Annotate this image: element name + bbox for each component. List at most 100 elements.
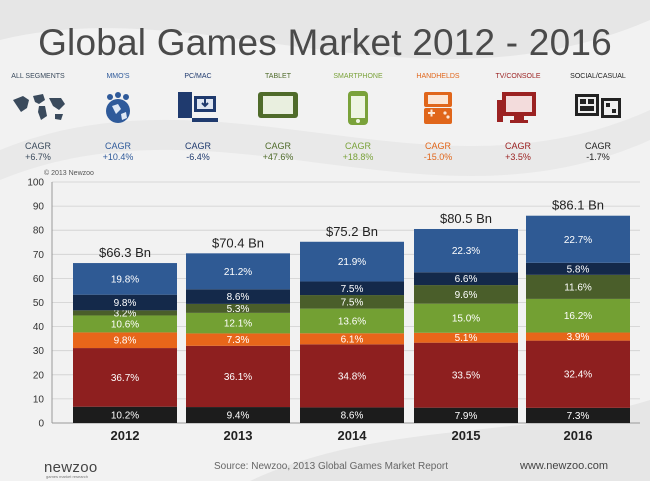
segment-cagr: CAGR -15.0% [398, 141, 478, 163]
segment-smartphone: SMARTPHONE [318, 72, 398, 131]
segment-share-label: 13.6% [338, 316, 366, 327]
segment-name: ALL SEGMENTS [11, 73, 65, 80]
segment-name: MMO'S [106, 73, 130, 80]
handheld-icon [398, 90, 478, 131]
bar-total-label: $66.3 Bn [99, 245, 151, 260]
segment-share-label: 36.1% [224, 372, 252, 383]
bar-segment [186, 289, 290, 304]
cagr-label: CAGR [584, 141, 611, 151]
segment-share-label: 7.3% [227, 335, 250, 346]
segment-tablet: TABLET [238, 72, 318, 125]
segment-share-label: 7.9% [455, 411, 478, 422]
bar-segment [186, 345, 290, 408]
segment-share-label: 5.8% [567, 264, 590, 275]
segment-share-label: 10.6% [111, 319, 139, 330]
website-link[interactable]: www.newzoo.com [520, 460, 609, 472]
source-note: Source: Newzoo, 2013 Global Games Market… [214, 461, 448, 472]
bar-total-label: $75.2 Bn [326, 224, 378, 239]
x-category-label: 2016 [564, 428, 593, 443]
cagr-label: CAGR [504, 141, 531, 151]
segment-cagr: CAGR +10.4% [78, 141, 158, 163]
segment-share-label: 21.9% [338, 257, 366, 268]
segment-name: HANDHELDS [416, 73, 460, 80]
y-tick-label: 40 [33, 322, 45, 333]
cagr-label: CAGR [184, 141, 211, 151]
cagr-value: -1.7% [586, 152, 610, 162]
x-category-label: 2015 [452, 428, 481, 443]
cagr-value: +10.4% [102, 152, 134, 162]
y-tick-label: 70 [33, 250, 45, 261]
bar-segment [73, 310, 177, 316]
logo-tagline: games market research [46, 474, 89, 479]
segment-globe: ALL SEGMENTS [0, 72, 78, 129]
bar-segment [526, 407, 630, 423]
segment-share-label: 9.6% [455, 290, 478, 301]
segment-name: TABLET [265, 73, 291, 80]
bar-segment [300, 295, 404, 309]
cagr-label: CAGR [344, 141, 371, 151]
cagr-value: +47.6% [262, 152, 294, 162]
tablet-icon [238, 90, 318, 125]
tv-console-icon [478, 90, 558, 131]
bar-segment [414, 228, 518, 273]
bar-segment [73, 263, 177, 295]
segment-name: TV/CONSOLE [495, 73, 541, 80]
segment-share-label: 8.6% [341, 411, 364, 422]
bar-segment [414, 407, 518, 423]
y-tick-label: 80 [33, 226, 45, 237]
bar-segment [300, 333, 404, 345]
segment-share-label: 5.1% [455, 333, 478, 344]
bar-total-label: $86.1 Bn [552, 197, 604, 212]
y-tick-label: 10 [33, 394, 45, 405]
y-tick-label: 30 [33, 346, 45, 357]
bar-segment [526, 274, 630, 299]
segment-share-label: 9.8% [114, 298, 137, 309]
cagr-label: CAGR [424, 141, 451, 151]
segment-handheld: HANDHELDS [398, 72, 478, 131]
bar-segment [414, 285, 518, 304]
bar-segment [526, 262, 630, 275]
segment-share-label: 9.4% [227, 411, 250, 422]
bar-segment [73, 294, 177, 311]
bar-segment [73, 406, 177, 423]
y-tick-label: 60 [33, 274, 45, 285]
segment-cagr: CAGR +47.6% [238, 141, 318, 163]
y-tick-label: 90 [33, 202, 45, 213]
segment-share-label: 32.4% [564, 370, 592, 381]
cagr-value: +6.7% [25, 152, 51, 162]
bar-segment [414, 342, 518, 408]
segment-share-label: 12.1% [224, 319, 252, 330]
segment-share-label: 3.2% [114, 308, 137, 319]
segment-share-label: 7.5% [341, 284, 364, 295]
segment-share-label: 3.9% [567, 332, 590, 343]
segment-share-label: 10.2% [111, 410, 139, 421]
cagr-value: +18.8% [342, 152, 374, 162]
bar-segment [186, 303, 290, 313]
copyright-note: © 2013 Newzoo [44, 170, 94, 177]
bar-segment [300, 407, 404, 423]
bar-segment [526, 332, 630, 341]
x-category-label: 2014 [338, 428, 368, 443]
bar-segment [300, 344, 404, 408]
y-tick-label: 50 [33, 298, 45, 309]
cagr-value: -6.4% [186, 152, 210, 162]
segment-tv-console: TV/CONSOLE [478, 72, 558, 131]
segment-share-label: 33.5% [452, 371, 480, 382]
segment-share-label: 19.8% [111, 274, 139, 285]
bar-segment [186, 253, 290, 290]
segment-name: PC/MAC [184, 73, 212, 80]
bar-segment [186, 312, 290, 334]
segment-pc: PC/MAC [158, 72, 238, 131]
social-casual-icon [558, 90, 638, 129]
bar-segment [186, 407, 290, 423]
segment-share-label: 7.5% [341, 297, 364, 308]
cagr-label: CAGR [104, 141, 131, 151]
segment-share-label: 6.1% [341, 334, 364, 345]
segment-share-label: 6.6% [455, 274, 478, 285]
bar-total-label: $80.5 Bn [440, 211, 492, 226]
bar-segment [300, 308, 404, 334]
segment-share-label: 21.2% [224, 267, 252, 278]
cagr-value: +3.5% [505, 152, 531, 162]
y-tick-label: 100 [27, 178, 44, 189]
